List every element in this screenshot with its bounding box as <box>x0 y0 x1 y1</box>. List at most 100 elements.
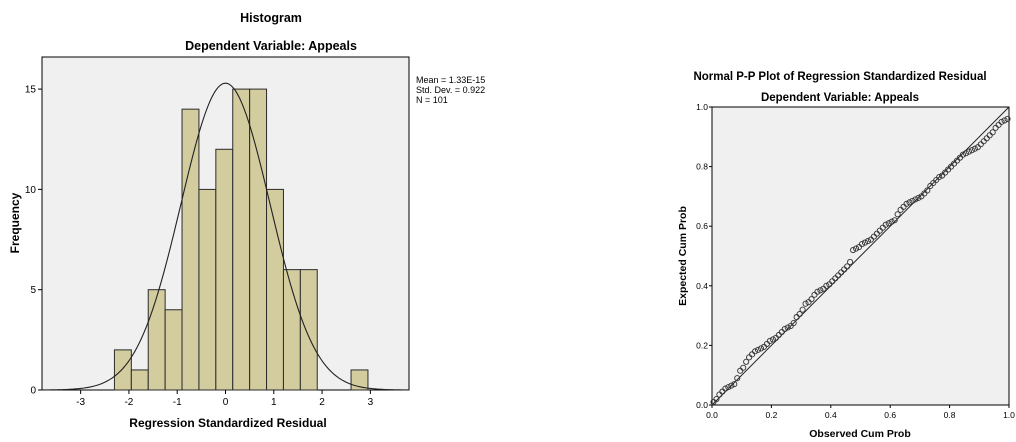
histogram-y-ticks: 0 5 10 15 <box>25 85 42 397</box>
x-tick-label: 1.0 <box>1003 410 1015 420</box>
histogram-title: Histogram <box>240 11 302 25</box>
pp-point <box>858 241 866 248</box>
x-tick-label: 0.8 <box>944 410 956 420</box>
pp-point <box>740 364 747 371</box>
pp-point <box>799 306 806 313</box>
pp-point <box>731 381 738 388</box>
pp-point <box>743 358 750 365</box>
x-tick-label: -2 <box>124 397 133 408</box>
pp-point <box>888 218 895 225</box>
histogram-bar <box>299 269 318 391</box>
pp-point <box>781 325 788 333</box>
pp-point <box>965 148 972 155</box>
x-tick-label: 0.2 <box>765 410 777 420</box>
y-tick-label: 0.6 <box>696 221 708 231</box>
pp-plot-chart: Normal P-P Plot of Regression Standardiz… <box>677 71 1015 440</box>
pp-plot-y-axis-label: Expected Cum Prob <box>677 206 689 306</box>
histogram-subtitle: Dependent Variable: Appeals <box>185 39 357 53</box>
pp-point <box>784 324 791 331</box>
pp-point <box>959 151 967 158</box>
y-tick-label: 0.2 <box>696 340 708 350</box>
stats-n: N = 101 <box>416 95 448 105</box>
pp-point <box>725 384 732 391</box>
histogram-bar <box>113 349 132 391</box>
pp-point <box>909 197 916 204</box>
histogram-bar <box>232 88 251 391</box>
x-tick-label: 2 <box>319 397 325 408</box>
x-tick-label: 1 <box>271 397 277 408</box>
pp-point <box>962 150 969 157</box>
pp-point <box>790 319 797 327</box>
y-tick-label: 1.0 <box>696 102 708 112</box>
pp-point <box>823 282 830 289</box>
pp-point <box>971 145 978 152</box>
pp-point <box>924 187 931 194</box>
pp-point <box>752 348 759 355</box>
pp-plot-points <box>710 115 1011 406</box>
histogram-stats: Mean = 1.33E-15 Std. Dev. = 0.922 N = 10… <box>416 75 485 105</box>
pp-point <box>1001 117 1008 124</box>
y-tick-label: 15 <box>25 85 37 96</box>
pp-point <box>882 221 889 228</box>
pp-point <box>891 217 898 224</box>
pp-point <box>864 238 871 245</box>
histogram-x-ticks: -3 -2 -1 0 1 2 3 <box>76 390 374 408</box>
pp-point <box>903 200 910 207</box>
pp-point <box>802 300 809 307</box>
y-tick-label: 0.8 <box>696 162 708 172</box>
y-tick-label: 0.4 <box>696 281 708 291</box>
histogram-bar <box>198 188 217 391</box>
stats-mean: Mean = 1.33E-15 <box>416 75 485 85</box>
pp-plot-title: Normal P-P Plot of Regression Standardiz… <box>693 71 986 83</box>
pp-point <box>936 173 943 181</box>
pp-point <box>968 147 975 154</box>
pp-point <box>861 239 869 246</box>
pp-point <box>796 311 803 318</box>
pp-plot-y-ticks: 0.0 0.2 0.4 0.6 0.8 1.0 <box>696 102 712 410</box>
stats-std-dev: Std. Dev. = 0.922 <box>416 85 485 95</box>
histogram-x-axis-label: Regression Standardized Residual <box>129 416 326 430</box>
pp-point <box>852 245 860 252</box>
pp-point <box>912 196 919 203</box>
y-tick-label: 0 <box>30 386 36 397</box>
pp-point <box>915 194 922 201</box>
pp-point <box>757 345 765 352</box>
histogram-chart: Histogram Dependent Variable: Appeals -3… <box>8 11 485 430</box>
histogram-bar <box>350 369 369 391</box>
pp-point <box>894 211 901 218</box>
pp-point <box>885 220 892 227</box>
pp-point <box>722 385 729 392</box>
y-tick-label: 5 <box>30 285 36 296</box>
reference-line <box>711 106 1010 406</box>
pp-point <box>728 382 735 389</box>
pp-point <box>1004 115 1011 122</box>
pp-point <box>814 288 821 295</box>
pp-point <box>989 129 996 136</box>
histogram-bar <box>147 289 166 391</box>
pp-plot-x-ticks: 0.0 0.2 0.4 0.6 0.8 1.0 <box>706 405 1015 420</box>
pp-point <box>808 296 815 303</box>
x-tick-label: 0.4 <box>825 410 837 420</box>
pp-point <box>734 375 741 382</box>
histogram-bar <box>164 309 183 391</box>
x-tick-label: 0.0 <box>706 410 718 420</box>
x-tick-label: 3 <box>368 397 374 408</box>
histogram-y-axis-label: Frequency <box>8 192 22 253</box>
histogram-bar <box>130 369 149 391</box>
y-tick-label: 10 <box>25 185 37 196</box>
pp-plot-subtitle: Dependent Variable: Appeals <box>761 92 919 104</box>
pp-point <box>769 336 776 343</box>
histogram-bar <box>215 148 234 391</box>
pp-point <box>713 395 720 403</box>
pp-point <box>847 258 854 266</box>
x-tick-label: -1 <box>173 397 182 408</box>
x-tick-label: 0.6 <box>884 410 896 420</box>
histogram-bar <box>266 188 284 391</box>
pp-point <box>906 199 913 206</box>
pp-point <box>850 246 857 254</box>
pp-point <box>817 287 824 294</box>
x-tick-label: -3 <box>76 397 85 408</box>
pp-point <box>754 346 762 353</box>
histogram-bar <box>181 108 200 391</box>
